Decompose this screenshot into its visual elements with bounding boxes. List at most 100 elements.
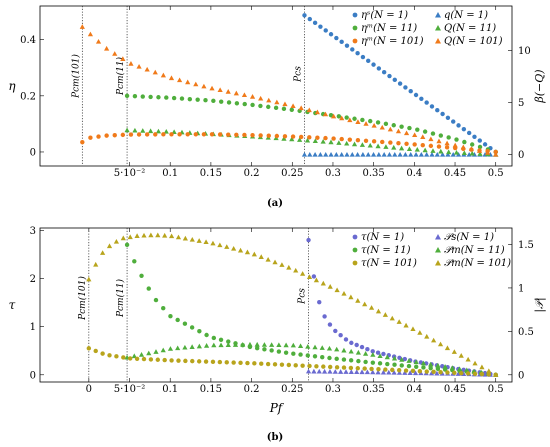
data-point [161, 132, 166, 137]
data-point [88, 135, 93, 140]
data-point [152, 69, 158, 75]
legend-label: Q(N = 101) [444, 36, 503, 47]
data-point [444, 345, 451, 351]
data-point [437, 341, 444, 347]
data-point [197, 329, 202, 334]
data-point [312, 20, 318, 26]
y2-tick-label: 0.5 [518, 327, 534, 338]
x-tick-label: 0.15 [200, 384, 222, 395]
data-point [472, 134, 477, 139]
data-point [140, 94, 145, 99]
data-point [204, 332, 209, 338]
data-point [283, 350, 289, 355]
data-point [362, 301, 368, 307]
data-point [403, 368, 409, 373]
data-point [466, 151, 472, 157]
data-point [403, 85, 408, 90]
data-point [377, 361, 383, 366]
data-point [168, 75, 175, 81]
data-point [318, 24, 323, 29]
data-point [344, 151, 350, 157]
data-point [104, 45, 110, 51]
data-point [187, 96, 193, 102]
data-point [217, 87, 223, 93]
data-point [262, 347, 267, 352]
data-point [203, 98, 208, 103]
data-point [391, 355, 398, 361]
data-point [376, 66, 382, 71]
legend-marker [352, 247, 358, 253]
data-point [182, 321, 188, 326]
data-point [344, 43, 350, 48]
data-point [399, 363, 404, 368]
data-point [351, 141, 358, 147]
data-point [328, 151, 334, 157]
critical-line-label: Pcm(11) [115, 56, 126, 96]
data-point [451, 349, 457, 354]
data-point [334, 346, 340, 352]
data-point [436, 144, 442, 149]
data-point [392, 77, 397, 83]
data-point [323, 28, 328, 33]
data-point [293, 363, 298, 368]
y-tick-label: 3 [30, 226, 36, 237]
legend-label: τ(N = 11) [361, 245, 411, 256]
data-point [363, 351, 369, 356]
data-point [446, 149, 452, 155]
data-point [461, 367, 466, 373]
data-point [381, 351, 386, 357]
data-point [327, 284, 333, 289]
data-point [359, 344, 365, 350]
y-tick-label: 0 [30, 147, 36, 158]
data-point [445, 115, 451, 120]
data-point [327, 369, 333, 374]
data-point [360, 117, 365, 123]
critical-line-label: Pcm(101) [77, 276, 88, 321]
data-point [217, 359, 223, 365]
data-point [307, 135, 312, 140]
data-point [424, 333, 430, 339]
data-point [242, 132, 247, 138]
data-point [314, 364, 319, 369]
x-tick-label: 0.3 [325, 168, 341, 179]
data-point [334, 365, 340, 370]
y-tick-label: 0.4 [20, 35, 36, 46]
data-point [403, 322, 409, 328]
data-point [395, 128, 402, 134]
data-point [196, 359, 202, 364]
data-point [233, 90, 239, 96]
data-point [440, 151, 446, 157]
data-point [348, 358, 354, 363]
data-point [112, 51, 118, 56]
data-point [217, 132, 223, 137]
data-point [322, 111, 329, 117]
data-point [272, 362, 278, 367]
x-tick-label: 0.5 [488, 168, 504, 179]
data-point [363, 138, 369, 143]
data-point [360, 54, 366, 60]
data-point [429, 151, 435, 157]
data-point [305, 343, 311, 349]
data-point [254, 341, 260, 347]
data-point [391, 369, 397, 375]
data-point [128, 356, 133, 361]
critical-line-label: Pcm(11) [115, 278, 126, 318]
data-point [183, 358, 188, 364]
data-point [259, 361, 264, 366]
data-point [440, 111, 445, 117]
data-point [428, 365, 433, 371]
data-point [452, 370, 457, 376]
x-tick-label: 0.1 [162, 384, 178, 395]
data-point [375, 143, 381, 149]
legend-marker [435, 25, 441, 31]
data-point [226, 339, 231, 344]
data-point [350, 47, 355, 52]
data-point [371, 62, 376, 67]
data-point [365, 347, 370, 352]
data-point [459, 370, 464, 376]
data-point [368, 305, 375, 310]
data-point [144, 132, 150, 137]
data-point [298, 352, 303, 357]
data-point [242, 101, 247, 107]
data-point [415, 127, 420, 132]
